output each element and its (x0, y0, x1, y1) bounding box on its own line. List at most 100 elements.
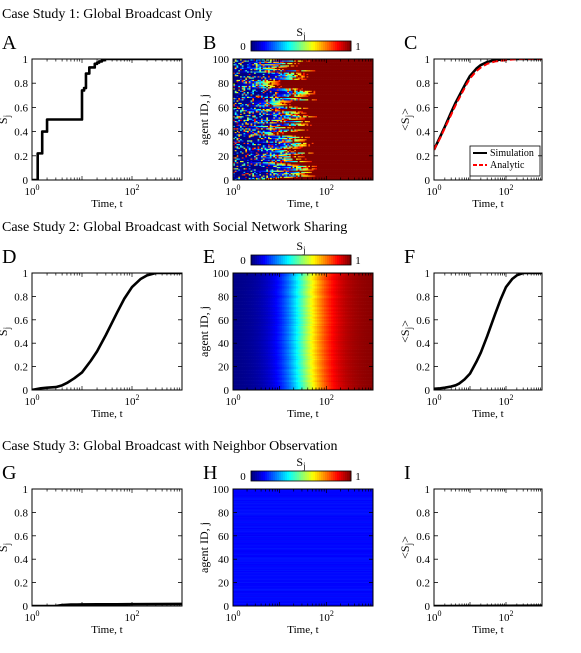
heat-cell (250, 142, 253, 144)
heat-cell (322, 147, 325, 149)
heat-cell (329, 165, 332, 167)
heat-cell (268, 157, 271, 159)
heat-cell (297, 129, 300, 131)
heat-cell (273, 171, 276, 174)
heat-cell (282, 137, 285, 140)
heat-cell (320, 117, 323, 119)
heat-cell (269, 129, 272, 131)
heat-cell (334, 120, 337, 123)
heat-cell (310, 135, 313, 137)
heat-cell (336, 163, 339, 165)
heat-cell (306, 134, 309, 136)
heat-cell (292, 112, 295, 114)
heat-cell (310, 161, 313, 164)
heat-cell (240, 149, 243, 152)
heat-cell (240, 173, 243, 176)
heat-cell (241, 141, 244, 143)
heat-cell (317, 178, 320, 180)
heat-cell (367, 143, 370, 146)
heat-cell (313, 111, 316, 113)
heat-cell (233, 114, 236, 117)
heat-cell (285, 155, 288, 158)
heat-cell (287, 153, 290, 155)
heat-cell (317, 127, 320, 130)
heat-cell (285, 170, 288, 172)
heat-cell (362, 163, 365, 165)
heat-cell (324, 107, 327, 109)
heat-cell (367, 109, 370, 112)
heat-cell (268, 120, 271, 123)
heat-cell (262, 132, 265, 135)
heat-cell (240, 113, 243, 115)
heat-cell (317, 155, 320, 158)
heat-cell (353, 142, 356, 144)
heat-cell (360, 166, 363, 169)
heat-cell (278, 159, 281, 161)
heat-cell (304, 161, 307, 164)
heat-cell (294, 121, 297, 124)
heat-cell (294, 158, 297, 160)
heat-cell (315, 109, 318, 112)
heat-cell (318, 164, 321, 166)
heat-cell (352, 141, 355, 143)
heat-cell (359, 150, 362, 153)
heat-cell (233, 148, 236, 151)
heat-cell (234, 142, 237, 144)
heat-cell (296, 109, 299, 112)
heat-cell (348, 154, 351, 157)
heat-cell (315, 108, 318, 111)
heat-cell (234, 167, 237, 170)
heat-cell (266, 171, 269, 174)
heat-cell (247, 175, 250, 177)
heat-cell (283, 142, 286, 144)
heat-cell (273, 165, 276, 167)
heat-cell (240, 165, 243, 167)
heat-cell (296, 113, 299, 115)
heat-cell (301, 165, 304, 167)
heat-cell (275, 142, 278, 144)
heat-cell (234, 131, 237, 134)
heat-cell (275, 141, 278, 143)
heat-cell (369, 171, 372, 174)
heat-cell (369, 153, 372, 155)
heat-cell (308, 176, 311, 178)
heat-cell (290, 154, 293, 157)
heat-cell (269, 169, 272, 171)
heat-cell (257, 171, 260, 174)
heat-cell (285, 161, 288, 164)
heat-cell (233, 173, 236, 176)
heat-cell (311, 164, 314, 166)
heat-cell (233, 136, 236, 138)
heat-cell (245, 178, 248, 180)
heat-cell (364, 113, 367, 115)
heat-cell (280, 108, 283, 111)
heat-cell (247, 138, 250, 141)
heat-cell (243, 126, 246, 129)
heat-cell (359, 134, 362, 136)
heat-cell (338, 126, 341, 129)
heat-cell (243, 112, 246, 114)
heat-cell (343, 119, 346, 122)
heat-cell (241, 161, 244, 164)
heat-cell (289, 147, 292, 149)
heat-cell (353, 115, 356, 118)
heat-cell (364, 114, 367, 117)
heat-cell (306, 176, 309, 178)
heat-cell (310, 120, 313, 123)
heat-cell (266, 117, 269, 119)
heat-cell (234, 111, 237, 113)
heat-cell (306, 152, 309, 154)
heat-cell (257, 111, 260, 113)
heat-cell (306, 124, 309, 126)
heat-cell (294, 167, 297, 170)
heat-cell (268, 172, 271, 175)
heat-cell (269, 120, 272, 123)
heat-cell (345, 135, 348, 137)
heat-cell (343, 160, 346, 163)
heat-cell (353, 153, 356, 155)
heat-cell (292, 164, 295, 166)
heat-cell (294, 108, 297, 111)
heat-cell (268, 152, 271, 154)
heat-cell (297, 111, 300, 113)
heat-cell (280, 176, 283, 178)
